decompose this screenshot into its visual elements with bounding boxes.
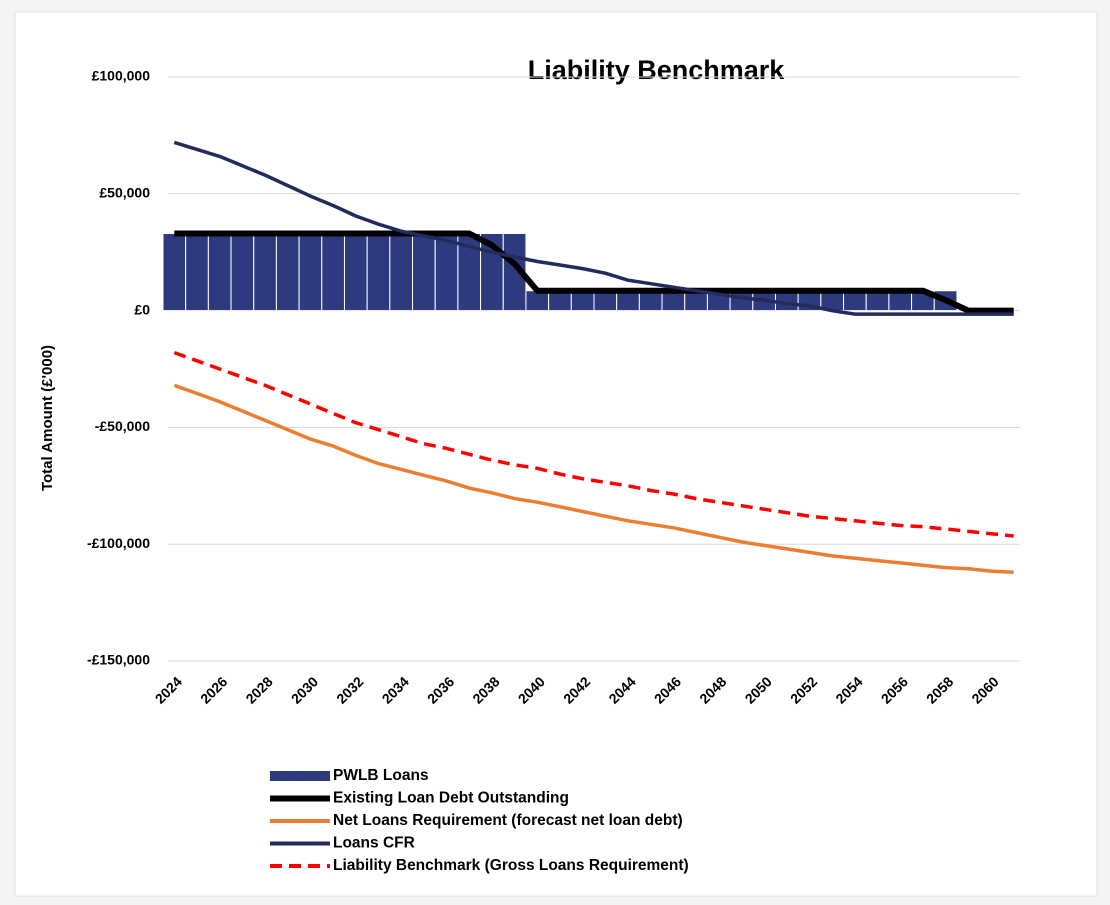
bar	[593, 290, 618, 312]
y-tick-label: -£150,000	[87, 652, 150, 668]
bar	[412, 233, 436, 312]
bar	[616, 290, 640, 312]
series-line	[173, 140, 1014, 316]
bar	[253, 233, 277, 312]
y-tick-label: -£50,000	[95, 418, 150, 434]
bar	[321, 233, 345, 312]
legend-label: PWLB Loans	[333, 767, 429, 784]
bar	[162, 233, 187, 312]
bar	[185, 233, 209, 312]
bar	[865, 290, 890, 312]
legend-label: Liability Benchmark (Gross Loans Require…	[333, 857, 689, 874]
bar	[684, 290, 708, 312]
bar	[298, 233, 323, 312]
bar	[888, 290, 913, 312]
legend-label: Net Loans Requirement (forecast net loan…	[333, 812, 683, 829]
y-axis-label: Total Amount (£'000)	[39, 345, 56, 491]
series-line	[174, 230, 1014, 314]
bar	[366, 233, 391, 312]
chart-frame	[14, 11, 1098, 897]
legend-label: Loans CFR	[333, 835, 415, 852]
bar	[661, 290, 686, 312]
bar	[502, 233, 527, 312]
y-tick-label: £0	[134, 301, 150, 317]
y-tick-label: £50,000	[99, 185, 150, 201]
bar	[548, 290, 572, 312]
chart-title: Liability Benchmark	[528, 55, 786, 85]
bar	[570, 290, 595, 312]
bar	[389, 233, 414, 312]
bar	[729, 290, 754, 312]
legend-swatch	[270, 771, 330, 781]
bar	[525, 290, 550, 312]
bar	[207, 233, 232, 312]
series-line	[173, 350, 1014, 538]
y-tick-label: £100,000	[92, 68, 151, 84]
bar	[275, 233, 300, 312]
y-tick-label: -£100,000	[87, 535, 150, 551]
legend-label: Existing Loan Debt Outstanding	[333, 790, 569, 807]
bar	[343, 233, 368, 312]
bar	[843, 290, 867, 312]
bar	[434, 233, 459, 312]
series-line	[173, 383, 1014, 574]
bar	[230, 233, 255, 312]
bar	[638, 290, 663, 312]
